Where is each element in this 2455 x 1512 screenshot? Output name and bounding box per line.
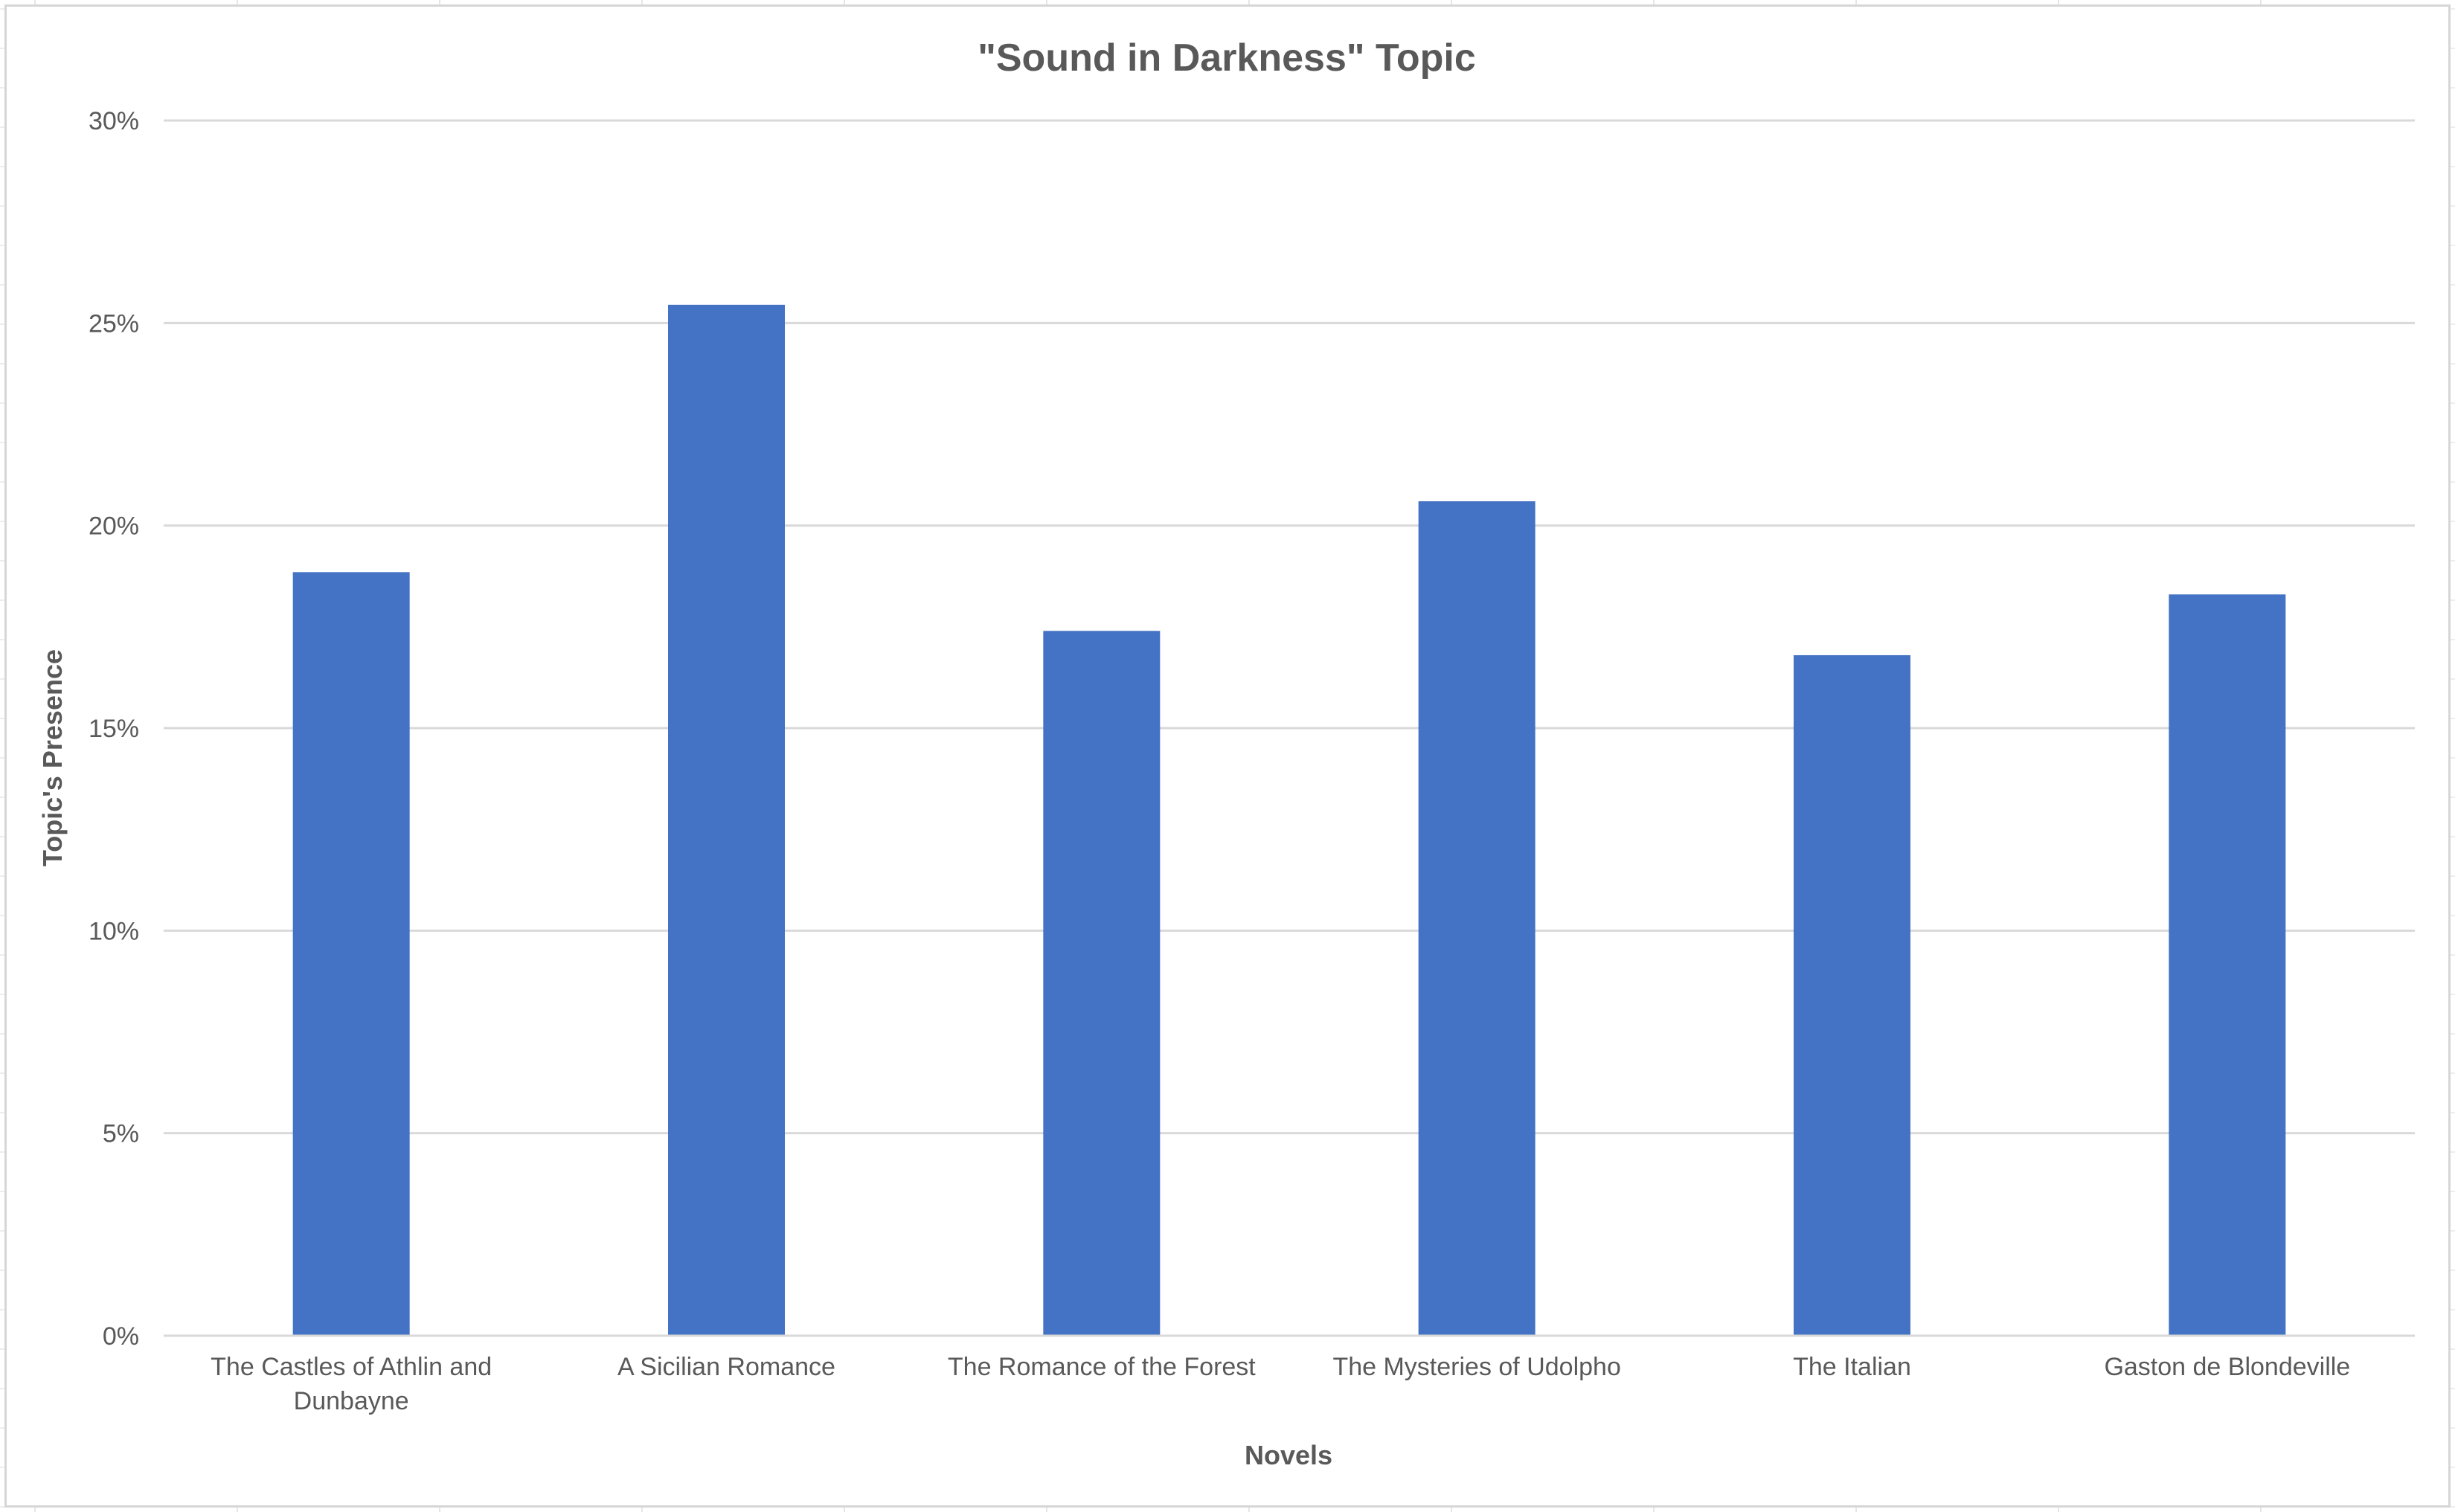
y-tick-label: 10% <box>89 917 139 945</box>
y-tick-label: 15% <box>89 715 139 743</box>
y-tick-label: 0% <box>103 1322 139 1351</box>
x-tick-label: The Italian <box>1793 1353 1911 1381</box>
x-tick-label: Gaston de Blondeville <box>2104 1353 2350 1381</box>
bar[interactable] <box>1043 631 1161 1336</box>
y-tick-label: 20% <box>89 512 139 541</box>
chart-title: "Sound in Darkness" Topic <box>978 36 1476 80</box>
bar[interactable] <box>1794 654 1910 1336</box>
chart-area[interactable]: 0% 5% 10% 15% 20% 25% 30% The Castles of Athli… <box>4 4 2451 1508</box>
bar-chart: 0% 5% 10% 15% 20% 25% 30% The Castles of Athli… <box>37 36 2415 1470</box>
x-axis-tick-labels: The Castles of Athlin and Dunbayne A Sicil… <box>211 1353 2350 1415</box>
x-tick-label: A Sicilian Romance <box>617 1353 835 1381</box>
x-tick-label: The Mysteries of Udolpho <box>1332 1353 1620 1381</box>
x-tick-label: The Romance of the Forest <box>948 1353 1256 1381</box>
gridlines <box>164 119 2415 1135</box>
bars <box>292 304 2286 1336</box>
y-tick-label: 25% <box>89 309 139 338</box>
x-axis-title: Novels <box>1245 1440 1332 1470</box>
y-axis-tick-labels: 0% 5% 10% 15% 20% 25% 30% <box>89 107 139 1351</box>
y-tick-label: 30% <box>89 107 139 135</box>
bar[interactable] <box>1418 501 1535 1336</box>
bar[interactable] <box>668 304 785 1336</box>
y-tick-label: 5% <box>103 1120 139 1148</box>
bar[interactable] <box>2169 594 2286 1336</box>
bar[interactable] <box>292 572 410 1336</box>
y-axis-title: Topic's Presence <box>37 649 68 866</box>
x-tick-label: The Castles of Athlin and Dunbayne <box>211 1353 492 1415</box>
